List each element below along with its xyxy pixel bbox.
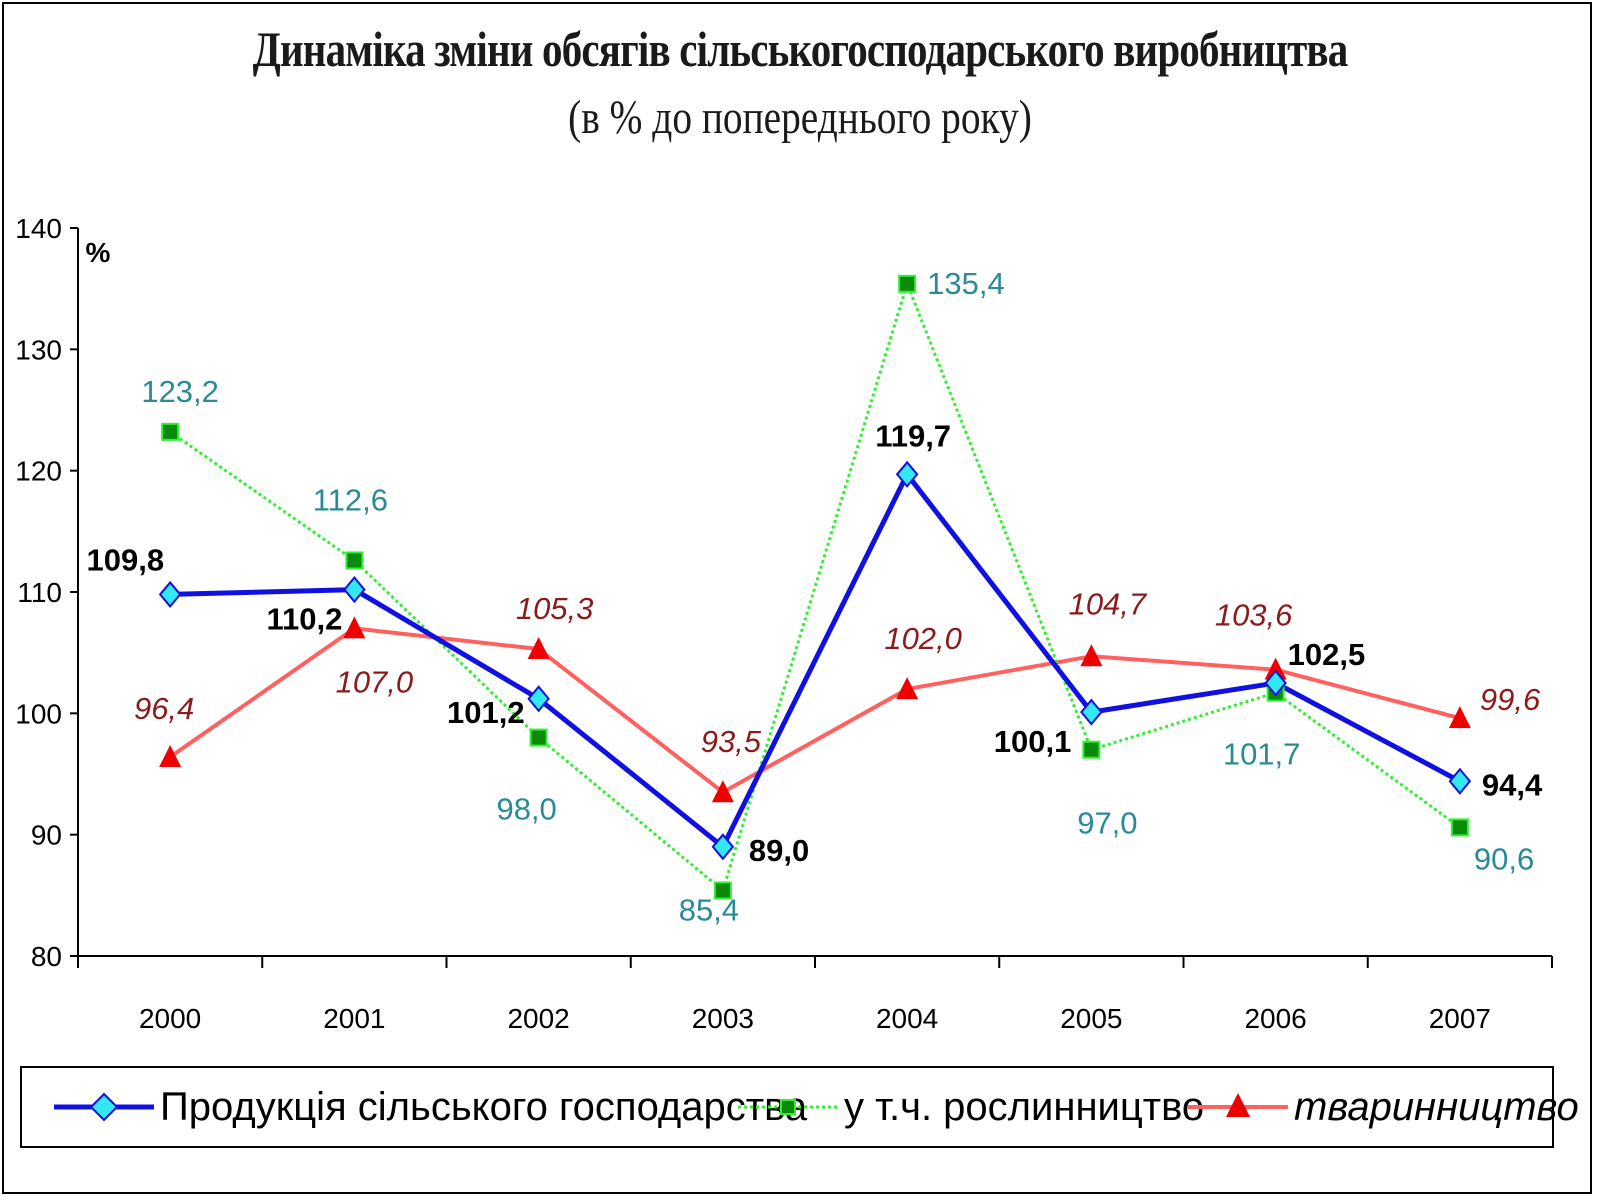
data-label-livestock: 104,7: [1069, 586, 1148, 621]
legend-item-total: Продукція сільського господарства: [54, 1068, 807, 1146]
data-label-livestock: 99,6: [1480, 682, 1541, 717]
series-lines: [168, 282, 1462, 892]
point-livestock: [1448, 706, 1471, 729]
data-label-total: 89,0: [749, 833, 809, 868]
data-label-crop: 101,7: [1223, 737, 1301, 772]
data-label-crop: 112,6: [313, 482, 388, 517]
series-markers: [158, 274, 1472, 900]
point-total: [343, 576, 366, 604]
series-line-total: [170, 471, 1462, 850]
data-label-livestock: 103,6: [1215, 598, 1293, 633]
data-label-total: 109,8: [87, 542, 165, 577]
data-label-livestock: 93,5: [701, 724, 762, 759]
x-tick-label: 2005: [1060, 1003, 1122, 1034]
point-livestock: [1264, 657, 1287, 680]
point-total: [895, 460, 919, 488]
point-crop: [1082, 740, 1101, 759]
chart-title: Динаміка зміни обсягів сільськогосподарс…: [252, 21, 1349, 77]
y-axis-label: %: [86, 237, 111, 268]
legend-swatch-total: [54, 1092, 154, 1122]
point-total: [1264, 669, 1287, 697]
point-livestock: [1080, 644, 1103, 667]
legend-swatch-crop: [738, 1099, 838, 1115]
point-total: [1448, 767, 1472, 795]
data-label-livestock: 96,4: [134, 691, 194, 726]
x-tick-label: 2003: [692, 1003, 754, 1034]
y-tick-label: 90: [31, 820, 62, 851]
point-total: [711, 833, 735, 861]
point-crop: [1450, 818, 1469, 837]
legend-item-crop: у т.ч. рослинництво: [738, 1068, 1204, 1146]
y-tick-label: 80: [31, 941, 62, 972]
point-livestock: [527, 637, 550, 660]
point-livestock: [159, 745, 182, 768]
x-tick-label: 2004: [876, 1003, 938, 1034]
legend: Продукція сільського господарства у т.ч.…: [20, 1066, 1579, 1148]
data-labels: 109,8 110,2 101,2 89,0 119,7 100,1 102,5 94,4 12…: [87, 266, 1543, 928]
data-label-crop: 123,2: [141, 374, 219, 409]
point-livestock: [896, 677, 919, 700]
point-crop: [161, 422, 180, 441]
axes: 80 90 100 110 120 130 140% 2000 2001 2002 2003 2004…: [15, 213, 1553, 1034]
point-crop: [529, 728, 548, 747]
point-crop: [713, 881, 732, 900]
point-total: [158, 580, 182, 608]
point-livestock: [343, 616, 366, 639]
data-label-total: 110,2: [267, 602, 343, 637]
y-tick-label: 120: [15, 456, 62, 487]
data-label-livestock: 105,3: [516, 591, 594, 626]
chart-subtitle: (в % до попереднього року): [568, 91, 1032, 144]
legend-item-livestock: тваринництво: [1188, 1068, 1579, 1146]
title-block: Динаміка зміни обсягів сільськогосподарс…: [0, 20, 1600, 145]
point-crop: [345, 551, 364, 570]
point-livestock: [711, 780, 734, 803]
data-label-crop: 98,0: [496, 792, 556, 827]
legend-label-livestock: тваринництво: [1294, 1084, 1579, 1129]
y-tick-label: 130: [15, 334, 62, 365]
data-label-livestock: 107,0: [336, 664, 414, 699]
data-label-crop: 97,0: [1077, 806, 1137, 841]
point-total: [1080, 698, 1103, 726]
data-label-total: 94,4: [1482, 767, 1543, 802]
data-label-crop: 85,4: [679, 892, 739, 927]
x-tick-label: 2000: [139, 1003, 201, 1034]
x-tick-label: 2007: [1429, 1003, 1491, 1034]
y-tick-label: 140: [15, 213, 62, 244]
point-crop: [898, 274, 917, 293]
legend-label-total: Продукція сільського господарства: [160, 1084, 808, 1129]
data-label-crop: 90,6: [1474, 841, 1534, 876]
point-total: [527, 685, 550, 713]
y-tick-label: 100: [15, 698, 62, 729]
y-tick-label: 110: [17, 577, 62, 608]
legend-swatch-livestock: [1188, 1093, 1288, 1117]
series-line-livestock: [168, 626, 1461, 795]
data-label-total: 119,7: [875, 418, 951, 453]
data-label-crop: 135,4: [927, 266, 1005, 301]
x-tick-label: 2006: [1244, 1003, 1306, 1034]
x-tick-label: 2002: [507, 1003, 569, 1034]
data-label-total: 100,1: [994, 724, 1072, 759]
data-label-total: 101,2: [447, 695, 525, 730]
x-tick-label: 2001: [323, 1003, 385, 1034]
data-label-livestock: 102,0: [884, 621, 962, 656]
data-label-total: 102,5: [1288, 637, 1366, 672]
legend-label-crop: у т.ч. рослинництво: [844, 1084, 1205, 1129]
line-chart: 80 90 100 110 120 130 140% 2000 2001 2002 2003 2004…: [15, 213, 1553, 1034]
